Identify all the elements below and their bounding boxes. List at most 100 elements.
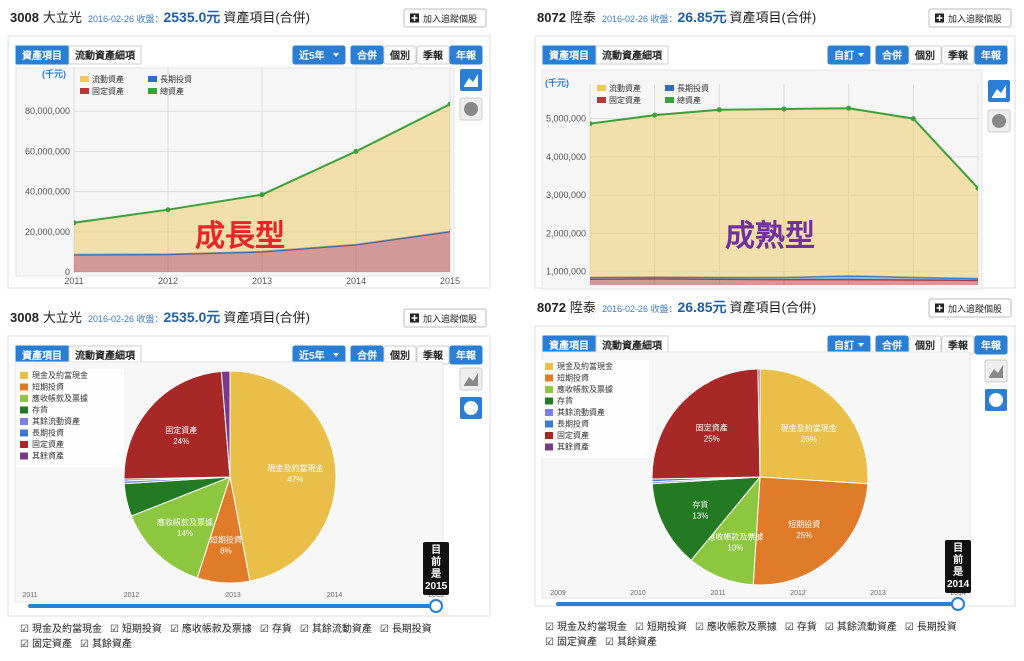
tab[interactable] <box>595 45 669 65</box>
legend-label: 現金及約當現金 <box>557 361 613 371</box>
series-toggle[interactable]: ☑ 應收帳款及票據 <box>170 622 252 637</box>
pie-icon-glyph <box>989 393 1003 407</box>
stock-name: 大立光 <box>43 310 82 325</box>
pie-slice <box>757 368 761 478</box>
option-button[interactable] <box>383 45 417 65</box>
legend-label: 長期投資 <box>160 74 192 84</box>
stock-name: 大立光 <box>43 10 82 25</box>
option-label: 自訂 <box>834 339 854 352</box>
checkbox: ☑ <box>109 624 119 635</box>
point <box>846 105 852 111</box>
series-toggle[interactable]: ☑ 現金及約當現金 <box>20 622 102 637</box>
toggle-label: 其餘流動資產 <box>836 622 897 633</box>
pie-slice <box>220 370 231 478</box>
option-button[interactable] <box>974 335 1008 355</box>
option-button[interactable] <box>875 45 909 65</box>
option-button[interactable] <box>350 45 384 65</box>
option-button[interactable] <box>974 45 1008 65</box>
follow-icon-plus <box>936 305 943 311</box>
area-icon-glyph <box>992 85 1006 98</box>
checkbox: ☑ <box>604 637 614 648</box>
option-button[interactable] <box>941 45 975 65</box>
legend-label: 流動資產 <box>92 74 124 84</box>
tab[interactable] <box>15 45 69 65</box>
option-button[interactable] <box>292 45 346 65</box>
legend-label: 固定資產 <box>92 86 124 96</box>
current-year: 2015 <box>425 581 448 592</box>
slider-handle[interactable] <box>951 597 965 611</box>
slider-tick-label: 2012 <box>124 592 140 599</box>
series-toggle[interactable]: ☑ 其餘資產 <box>80 637 132 652</box>
point <box>447 101 450 107</box>
pie-slice <box>752 476 869 586</box>
tab-label: 資產項目 <box>549 49 589 62</box>
annotation: 成熟型 <box>725 219 815 253</box>
legend-swatch <box>20 441 28 448</box>
series-toggle[interactable]: ☑ 存貨 <box>785 620 817 635</box>
tab[interactable] <box>542 45 596 65</box>
item: 資產項目(合併) <box>730 300 817 315</box>
legend-label: 流動資產 <box>609 83 641 93</box>
option-label: 合併 <box>881 49 902 62</box>
tab[interactable] <box>68 45 142 65</box>
y-tick-label: 4,000,000 <box>546 152 586 162</box>
checkbox: ☑ <box>824 622 834 633</box>
pie-slice <box>759 368 869 485</box>
pie-slice <box>123 370 231 480</box>
legend-swatch <box>665 97 674 103</box>
series-toggle[interactable]: ☑ 應收帳款及票據 <box>695 620 777 635</box>
panel-header: 3008 大立光 2016-02-26 收盤：2535.0元 資產項目(合併) <box>10 9 310 25</box>
legend-swatch <box>597 85 606 91</box>
series-toggle[interactable]: ☑ 固定資產 <box>545 635 597 650</box>
option-button[interactable] <box>827 45 871 65</box>
series-toggle[interactable]: ☑ 長期投資 <box>380 622 432 637</box>
checkbox: ☑ <box>379 624 389 635</box>
option-label: 合併 <box>356 349 377 362</box>
point <box>353 148 359 154</box>
series-toggle[interactable]: ☑ 短期投資 <box>635 620 687 635</box>
toggle-label: 短期投資 <box>121 624 162 635</box>
slice-name: 短期投資 <box>210 535 242 545</box>
series-toggle[interactable]: ☑ 其餘流動資產 <box>300 622 372 637</box>
legend-swatch <box>80 88 89 94</box>
legend-label: 其餘資產 <box>557 442 589 452</box>
point <box>259 192 265 198</box>
series-toggle[interactable]: ☑ 短期投資 <box>110 622 162 637</box>
series-toggle[interactable]: ☑ 存貨 <box>260 622 292 637</box>
item: 資產項目(合併) <box>730 10 817 25</box>
series-toggle[interactable]: ☑ 長期投資 <box>905 620 957 635</box>
tab-label: 流動資產細項 <box>75 49 136 62</box>
option-button[interactable] <box>908 45 942 65</box>
option-label: 合併 <box>881 339 902 352</box>
legend-label: 長期投資 <box>677 83 709 93</box>
tab-label: 流動資產細項 <box>75 349 136 362</box>
legend-label: 應收帳款及票據 <box>32 393 88 403</box>
series-toggle[interactable]: ☑ 其餘資產 <box>605 635 657 650</box>
slice-name: 固定資產 <box>696 423 728 433</box>
series-toggle[interactable]: ☑ 其餘流動資產 <box>825 620 897 635</box>
unit-label: (千元) <box>42 68 66 79</box>
unit-label: (千元) <box>545 77 569 88</box>
option-label: 季報 <box>422 349 444 362</box>
legend-swatch <box>545 386 553 393</box>
checkbox: ☑ <box>259 624 269 635</box>
toggle-label: 其餘資產 <box>91 639 132 650</box>
slider-handle[interactable] <box>429 599 443 613</box>
slice-value-label: 25% <box>704 435 720 444</box>
icons <box>459 69 1011 419</box>
series-toggle[interactable]: ☑ 固定資產 <box>20 637 72 652</box>
tab-label: 資產項目 <box>22 49 62 62</box>
option-label: 年報 <box>981 49 1002 62</box>
option-button[interactable] <box>449 345 483 365</box>
option-label: 年報 <box>456 349 477 362</box>
series-toggle[interactable]: ☑ 現金及約當現金 <box>545 620 627 635</box>
legend-swatch <box>545 374 553 382</box>
slice-value-label: 8% <box>220 547 232 556</box>
option-button[interactable] <box>449 45 483 65</box>
option-button[interactable] <box>416 45 450 65</box>
slice-value-label: 47% <box>287 475 303 484</box>
y-tick-label: 20,000,000 <box>25 227 70 237</box>
slice-name: 應收帳款及票據 <box>707 531 763 541</box>
slider-tick-label: 2011 <box>710 590 725 597</box>
